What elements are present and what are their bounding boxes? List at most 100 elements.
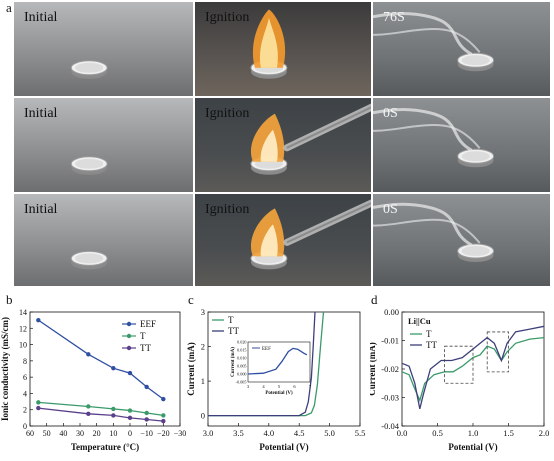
- legend-label: T: [426, 329, 432, 339]
- inset-x-tick-label: 6: [293, 384, 296, 389]
- x-tick-label: 3.0: [203, 428, 214, 438]
- x-axis-label: Potential (V): [259, 442, 308, 452]
- y-tick-label: 2: [23, 406, 27, 415]
- series-line-TT: [38, 407, 164, 422]
- x-tick-label: 0: [128, 429, 132, 438]
- y-tick-label: -0.03: [381, 393, 399, 403]
- photo-label: Initial: [24, 202, 58, 217]
- inset-frame: [247, 341, 311, 383]
- inset-x-label: Potential (V): [265, 391, 293, 396]
- x-tick-label: 1.0: [468, 428, 479, 438]
- x-tick-label: 1.5: [503, 428, 514, 438]
- panel-b-letter: b: [6, 292, 13, 307]
- photo-torch: Ignition: [195, 98, 371, 192]
- chart-conductivity: 60 50 40 30 20 10 0 −10 −20 −30 0 2 4 6 8 10 12 14 Tempera…: [0, 308, 186, 452]
- x-tick-label: 10: [109, 429, 117, 438]
- y-tick-label: -0.04: [381, 421, 399, 431]
- y-tick-label: 12: [19, 324, 27, 333]
- photo-label: Ignition: [205, 202, 250, 217]
- inset-x-tick-label: 3: [247, 384, 250, 389]
- data-point-TT: [111, 413, 116, 418]
- chart-oxidation-stability: 3.0 3.5 4.0 4.5 5.0 5.5 0 1 2 3 Potential (V) Curre…: [186, 307, 366, 452]
- photo-smoke: 0S: [373, 98, 550, 192]
- x-tick-label: −20: [157, 429, 170, 438]
- data-point-T: [86, 404, 91, 409]
- data-point-EEF: [36, 317, 41, 323]
- y-tick-label: -0.01: [381, 336, 399, 346]
- x-tick-label: 0.5: [432, 428, 443, 438]
- photo-smoke: 76S: [373, 2, 550, 96]
- cell-annotation: Li||Cu: [408, 316, 431, 326]
- legend-label: T: [228, 315, 234, 325]
- x-tick-label: 4.0: [263, 428, 274, 438]
- x-axis-label: Temperature (°C): [71, 442, 139, 452]
- inset-y-tick-label: 0.005: [237, 364, 246, 369]
- series-line-T: [208, 311, 325, 417]
- series-line-TT: [208, 311, 316, 417]
- plot-frame: [29, 311, 181, 427]
- y-axis-label: Current (mA): [370, 342, 377, 396]
- x-tick-label: 5.5: [355, 428, 366, 438]
- series-line-TT: [401, 325, 545, 410]
- x-tick-label: 3.5: [233, 428, 244, 438]
- legend-label: TT: [426, 340, 437, 350]
- photo-label: Initial: [24, 10, 58, 25]
- data-point-EEF: [127, 370, 133, 376]
- inset-y-label: Current (mA): [231, 347, 236, 377]
- y-tick-label: 6: [23, 373, 27, 382]
- data-point-TT: [144, 417, 149, 422]
- inset-series-line: [247, 347, 308, 375]
- y-tick-label: 14: [19, 308, 27, 317]
- photo-label: Initial: [24, 106, 58, 121]
- smoke-trail: [373, 107, 473, 152]
- y-tick-label: 1: [201, 376, 205, 386]
- inset-y-tick-label: 0.020: [237, 340, 246, 345]
- x-tick-label: 0.0: [397, 428, 408, 438]
- x-tick-label: −10: [140, 429, 153, 438]
- series-line-EEF: [37, 319, 164, 400]
- inset-x-tick-label: 4: [262, 384, 265, 389]
- smoke-trail: [373, 202, 473, 247]
- legend-label: TT: [228, 326, 239, 336]
- data-point-T: [36, 400, 41, 405]
- data-point-TT: [161, 418, 166, 424]
- y-tick-label: -0.02: [381, 364, 399, 374]
- photo-coin: Initial: [14, 194, 193, 286]
- data-point-EEF: [86, 352, 91, 357]
- x-tick-label: 5.0: [324, 428, 335, 438]
- y-tick-label: 2: [201, 342, 205, 352]
- y-tick-label: 0: [201, 411, 205, 421]
- legend-label: TT: [140, 343, 151, 353]
- series-line-T: [38, 401, 164, 417]
- inset-x-tick-label: 5: [278, 384, 281, 389]
- plot-frame: [207, 311, 361, 427]
- x-tick-label: 50: [43, 429, 51, 438]
- data-point-EEF: [161, 396, 166, 402]
- highlight-box: [486, 331, 509, 373]
- smoke-trail: [373, 11, 473, 56]
- photo-label: 0S: [383, 106, 398, 121]
- x-tick-label: 30: [76, 429, 84, 438]
- data-point-EEF: [111, 365, 116, 371]
- highlight-box: [444, 345, 474, 384]
- x-tick-label: 4.5: [294, 428, 305, 438]
- photo-label: 76S: [383, 10, 405, 25]
- y-axis-label: Current (mA): [186, 342, 196, 396]
- panel-d-letter: d: [371, 292, 378, 307]
- data-point-T: [161, 413, 166, 418]
- inset-legend-label: EEF: [262, 347, 271, 352]
- y-tick-label: 0: [23, 422, 27, 431]
- legend-label: T: [140, 331, 146, 341]
- data-point-T: [111, 406, 116, 412]
- legend-label: EEF: [140, 319, 156, 329]
- flammability-photo-grid: Initial Ignition 76S Initial Ignition 0S Initi…: [14, 2, 552, 288]
- inset-y-tick-label: 0.000: [237, 372, 246, 377]
- photo-label: 0S: [383, 202, 398, 217]
- data-point-TT: [36, 405, 41, 411]
- inset-x-tick-label: 7: [309, 384, 312, 389]
- inset-y-tick-label: 0.015: [237, 348, 246, 353]
- photo-label: Ignition: [205, 10, 250, 25]
- data-point-EEF: [144, 384, 149, 390]
- inset-y-tick-label: -0.005: [236, 380, 247, 385]
- x-tick-label: 60: [26, 429, 34, 438]
